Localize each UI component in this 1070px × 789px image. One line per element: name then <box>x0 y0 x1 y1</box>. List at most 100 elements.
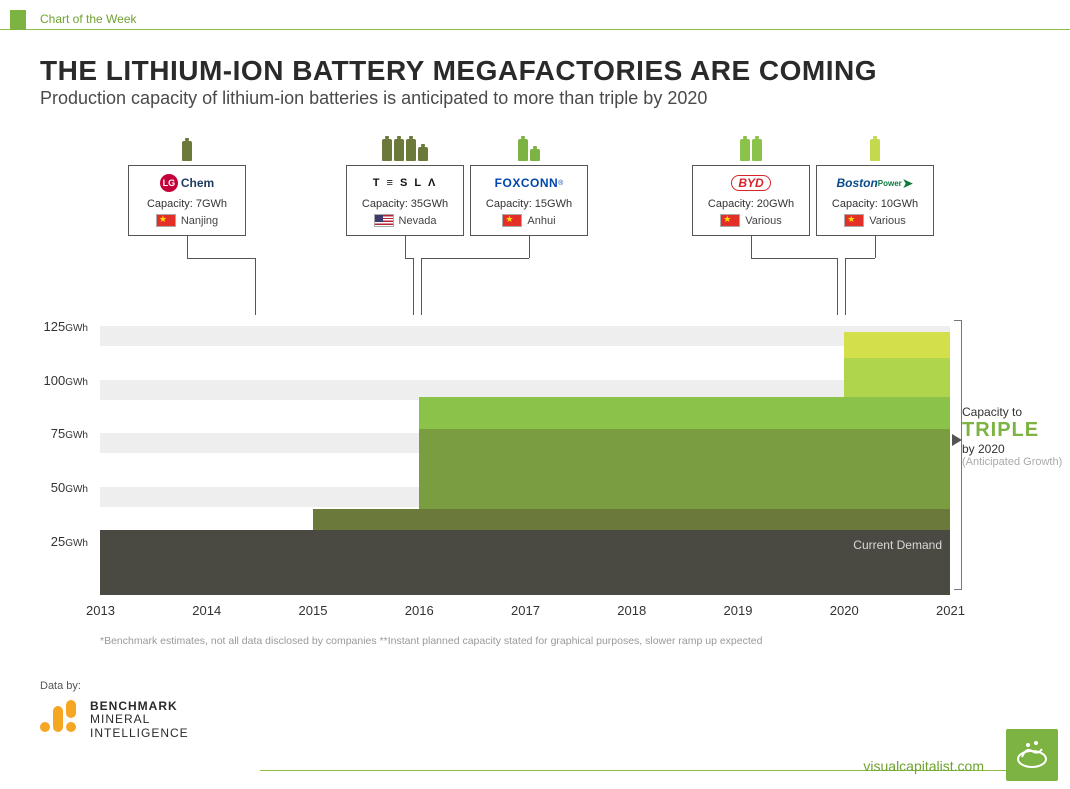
location-row: Various <box>823 214 927 227</box>
lead-line <box>421 258 422 315</box>
x-tick-label: 2016 <box>405 603 434 618</box>
capacity-label: Capacity: 15GWh <box>477 198 581 210</box>
company-logo: T ≡ S L Λ <box>353 172 457 194</box>
china-flag-icon <box>844 214 864 227</box>
battery-icons <box>739 135 763 161</box>
callout-tesla: T ≡ S L Λ Capacity: 35GWh Nevada <box>346 165 464 236</box>
data-by-label: Data by: <box>40 680 81 692</box>
x-tick-label: 2019 <box>724 603 753 618</box>
x-tick-label: 2020 <box>830 603 859 618</box>
x-tick-label: 2014 <box>192 603 221 618</box>
current-demand-label: Current Demand <box>853 538 942 552</box>
battery-icon <box>394 139 404 161</box>
chart-area: 25GWh50GWh75GWh100GWh125GWhCurrent Deman… <box>100 315 950 595</box>
callout-lg: LGChemCapacity: 7GWhNanjing <box>128 165 246 236</box>
battery-icons <box>181 135 193 161</box>
battery-icons <box>869 135 881 161</box>
layer-current-demand <box>100 530 950 595</box>
headline: THE LITHIUM-ION BATTERY MEGAFACTORIES AR… <box>40 55 877 87</box>
subheadline: Production capacity of lithium-ion batte… <box>40 88 707 109</box>
battery-icon <box>406 139 416 161</box>
battery-icon <box>182 141 192 161</box>
location-row: Nevada <box>353 214 457 227</box>
visualcapitalist-badge-icon[interactable] <box>1006 729 1058 781</box>
location-row: Anhui <box>477 214 581 227</box>
battery-icons <box>381 135 429 161</box>
capacity-label: Capacity: 35GWh <box>353 198 457 210</box>
battery-icons <box>517 135 541 161</box>
battery-icon <box>418 147 428 161</box>
callout-byd: BYD Capacity: 20GWh Various <box>692 165 810 236</box>
chart-of-week-bar: Chart of the Week <box>0 10 1070 30</box>
lead-line <box>751 258 837 259</box>
callouts-container: LGChemCapacity: 7GWhNanjing T ≡ S L Λ Capa… <box>100 135 990 305</box>
lead-line <box>845 258 846 315</box>
capacity-label: Capacity: 20GWh <box>699 198 803 210</box>
china-flag-icon <box>720 214 740 227</box>
china-flag-icon <box>156 214 176 227</box>
lead-line <box>405 258 413 259</box>
china-flag-icon <box>502 214 522 227</box>
lead-line <box>187 236 188 258</box>
battery-icon <box>530 149 540 161</box>
chart-of-week-label: Chart of the Week <box>40 12 137 26</box>
by-2020-label: by 2020 <box>962 442 1062 456</box>
footnote: *Benchmark estimates, not all data discl… <box>100 635 762 647</box>
triple-arrow-icon <box>952 434 962 446</box>
lead-line <box>875 236 876 258</box>
benchmark-mark-icon <box>40 700 80 740</box>
benchmark-line3: INTELLIGENCE <box>90 727 189 740</box>
capacity-to-label: Capacity to <box>962 405 1062 419</box>
lead-line <box>187 258 255 259</box>
benchmark-text: BENCHMARK MINERAL INTELLIGENCE <box>90 700 189 740</box>
right-annotation: Capacity to TRIPLE by 2020 (Anticipated … <box>962 405 1062 468</box>
location-label: Anhui <box>527 215 555 227</box>
callout-boston: BostonPower➤ Capacity: 10GWh Various <box>816 165 934 236</box>
x-tick-label: 2013 <box>86 603 115 618</box>
lead-line <box>405 236 406 258</box>
anticipated-label: (Anticipated Growth) <box>962 456 1062 468</box>
location-label: Various <box>869 215 905 227</box>
location-label: Nevada <box>399 215 437 227</box>
y-tick-label: 75GWh <box>28 426 88 441</box>
footer-bar: visualcapitalist.com <box>260 729 1058 771</box>
lead-line <box>845 258 875 259</box>
location-row: Various <box>699 214 803 227</box>
x-tick-label: 2018 <box>617 603 646 618</box>
battery-icon <box>870 139 880 161</box>
company-logo: FOXCONN® <box>477 172 581 194</box>
lead-line <box>255 258 256 315</box>
location-row: Nanjing <box>135 214 239 227</box>
company-logo: LGChem <box>135 172 239 194</box>
visualcapitalist-link[interactable]: visualcapitalist.com <box>863 758 984 774</box>
y-tick-label: 25GWh <box>28 534 88 549</box>
battery-icon <box>518 139 528 161</box>
company-logo: BYD <box>699 172 803 194</box>
battery-icon <box>740 139 750 161</box>
bracket <box>954 320 962 590</box>
y-tick-label: 100GWh <box>28 373 88 388</box>
callout-foxconn: FOXCONN® Capacity: 15GWh Anhui <box>470 165 588 236</box>
capacity-label: Capacity: 10GWh <box>823 198 927 210</box>
grid-band <box>100 326 950 346</box>
y-tick-label: 125GWh <box>28 319 88 334</box>
lead-line <box>421 258 529 259</box>
accent-block <box>10 10 26 30</box>
usa-flag-icon <box>374 214 394 227</box>
location-label: Nanjing <box>181 215 218 227</box>
y-tick-label: 50GWh <box>28 480 88 495</box>
lead-line <box>529 236 530 258</box>
battery-icon <box>752 139 762 161</box>
triple-label: TRIPLE <box>962 419 1062 442</box>
benchmark-logo: BENCHMARK MINERAL INTELLIGENCE <box>40 700 189 740</box>
battery-icon <box>382 139 392 161</box>
benchmark-line2: MINERAL <box>90 713 189 726</box>
location-label: Various <box>745 215 781 227</box>
x-tick-label: 2017 <box>511 603 540 618</box>
lead-line <box>413 258 414 315</box>
lead-line <box>751 236 752 258</box>
x-tick-label: 2021 <box>936 603 965 618</box>
company-logo: BostonPower➤ <box>823 172 927 194</box>
x-tick-label: 2015 <box>299 603 328 618</box>
lead-line <box>837 258 838 315</box>
